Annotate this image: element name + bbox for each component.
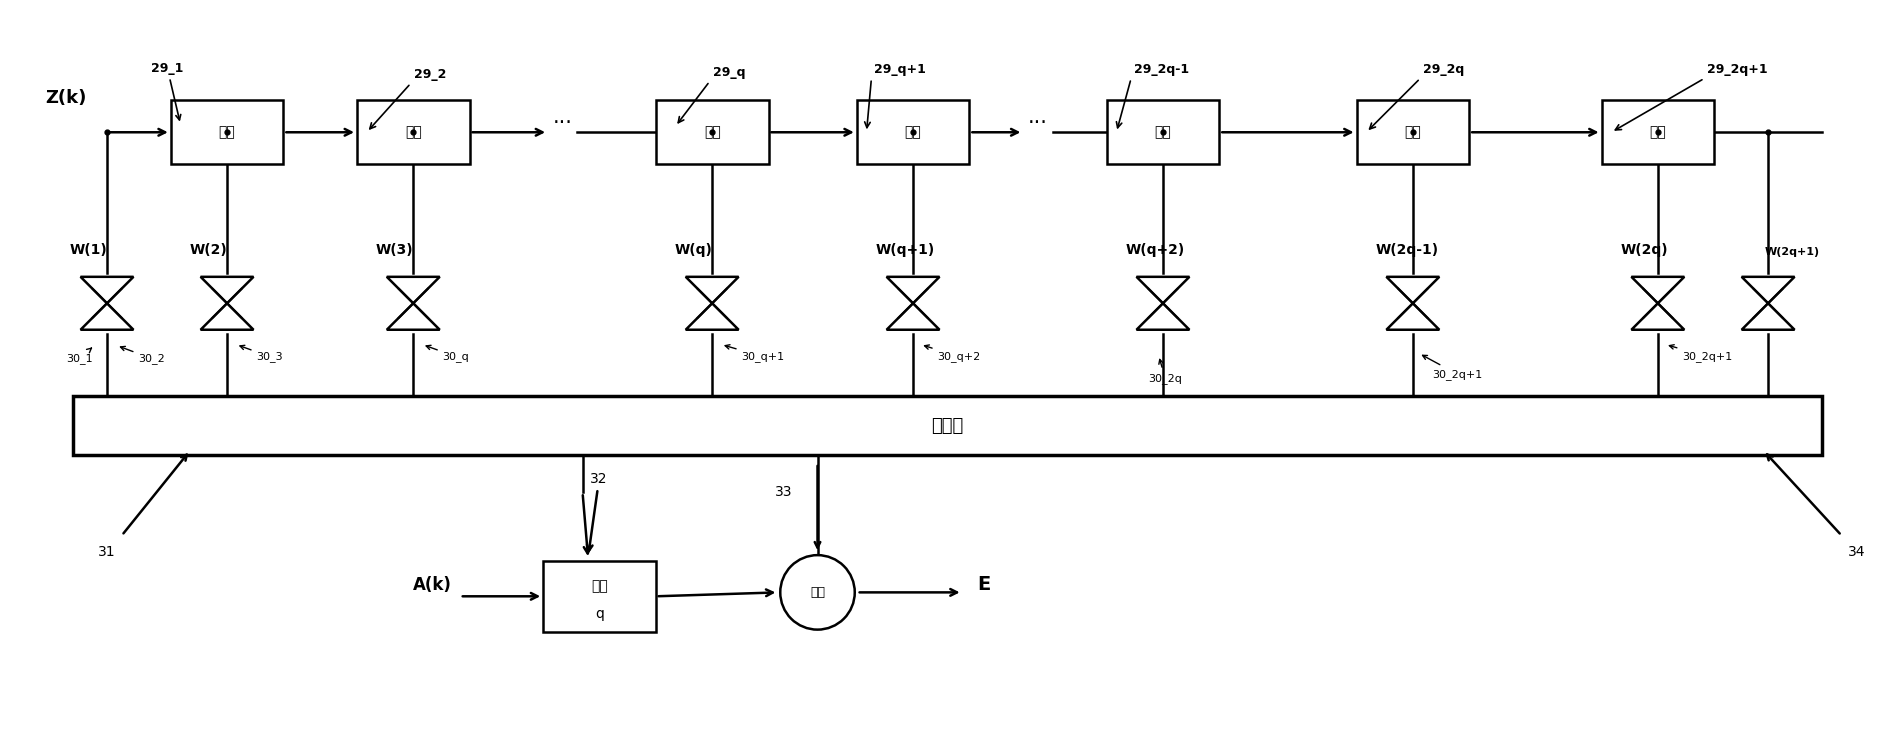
- Text: 29_2: 29_2: [414, 68, 446, 81]
- Text: 34: 34: [1846, 545, 1865, 559]
- Text: W(q+1): W(q+1): [876, 243, 934, 257]
- Polygon shape: [201, 303, 254, 329]
- Polygon shape: [1136, 277, 1188, 303]
- Polygon shape: [885, 303, 938, 329]
- Text: 29_2q-1: 29_2q-1: [1134, 64, 1188, 76]
- Text: ...: ...: [1028, 108, 1047, 127]
- Text: 30_1: 30_1: [66, 348, 92, 364]
- Bar: [656, 100, 769, 164]
- Text: 延迟: 延迟: [1649, 125, 1666, 139]
- Text: 延迟: 延迟: [218, 125, 235, 139]
- Text: 延迟: 延迟: [703, 125, 720, 139]
- Polygon shape: [1386, 277, 1438, 303]
- Text: E: E: [978, 575, 991, 594]
- Text: 30_2q+1: 30_2q+1: [1668, 345, 1731, 362]
- Text: 31: 31: [98, 545, 117, 559]
- Text: W(2q): W(2q): [1621, 243, 1668, 257]
- Text: W(2q+1): W(2q+1): [1763, 247, 1818, 257]
- Text: 29_q+1: 29_q+1: [874, 64, 925, 76]
- Polygon shape: [201, 277, 254, 303]
- Text: 29_2q: 29_2q: [1423, 64, 1465, 76]
- Text: 30_2q+1: 30_2q+1: [1421, 355, 1481, 380]
- Text: q: q: [594, 607, 603, 621]
- Polygon shape: [1741, 277, 1794, 303]
- Bar: [171, 100, 284, 164]
- Polygon shape: [81, 277, 133, 303]
- Text: 30_3: 30_3: [241, 346, 282, 362]
- Text: 加法器: 加法器: [931, 417, 963, 435]
- Text: 延迟: 延迟: [1404, 125, 1421, 139]
- Polygon shape: [885, 277, 938, 303]
- Text: W(3): W(3): [376, 243, 414, 257]
- Text: W(1): W(1): [70, 243, 107, 257]
- Bar: [543, 561, 656, 632]
- Polygon shape: [1630, 277, 1683, 303]
- Bar: [357, 100, 470, 164]
- Text: ...: ...: [553, 108, 572, 127]
- Text: 33: 33: [775, 485, 791, 499]
- Text: Z(k): Z(k): [45, 89, 86, 107]
- Polygon shape: [686, 303, 739, 329]
- Text: 29_q: 29_q: [713, 67, 744, 79]
- Text: 30_2q: 30_2q: [1147, 359, 1181, 384]
- Text: 减法: 减法: [810, 586, 825, 599]
- Text: W(q+2): W(q+2): [1124, 243, 1184, 257]
- Polygon shape: [81, 303, 133, 329]
- Text: W(2q-1): W(2q-1): [1374, 243, 1438, 257]
- Bar: [73, 397, 1822, 455]
- Text: 延迟: 延迟: [590, 579, 607, 593]
- Text: 延迟: 延迟: [1154, 125, 1171, 139]
- Bar: [1355, 100, 1468, 164]
- Text: W(q): W(q): [675, 243, 713, 257]
- Bar: [1105, 100, 1218, 164]
- Text: A(k): A(k): [414, 575, 451, 594]
- Polygon shape: [387, 277, 440, 303]
- Text: 30_q: 30_q: [427, 346, 470, 362]
- Polygon shape: [1136, 303, 1188, 329]
- Polygon shape: [387, 303, 440, 329]
- Polygon shape: [1741, 303, 1794, 329]
- Text: 30_q+2: 30_q+2: [925, 345, 979, 362]
- Text: 30_2: 30_2: [120, 346, 165, 364]
- Polygon shape: [686, 277, 739, 303]
- Text: 30_q+1: 30_q+1: [726, 345, 784, 362]
- Polygon shape: [1386, 303, 1438, 329]
- Text: W(2): W(2): [190, 243, 227, 257]
- Polygon shape: [1630, 303, 1683, 329]
- Text: 32: 32: [587, 471, 607, 550]
- Text: 延迟: 延迟: [404, 125, 421, 139]
- Text: 29_2q+1: 29_2q+1: [1707, 64, 1767, 76]
- Text: 29_1: 29_1: [150, 61, 184, 120]
- Bar: [855, 100, 968, 164]
- Bar: [1600, 100, 1713, 164]
- Text: 延迟: 延迟: [904, 125, 921, 139]
